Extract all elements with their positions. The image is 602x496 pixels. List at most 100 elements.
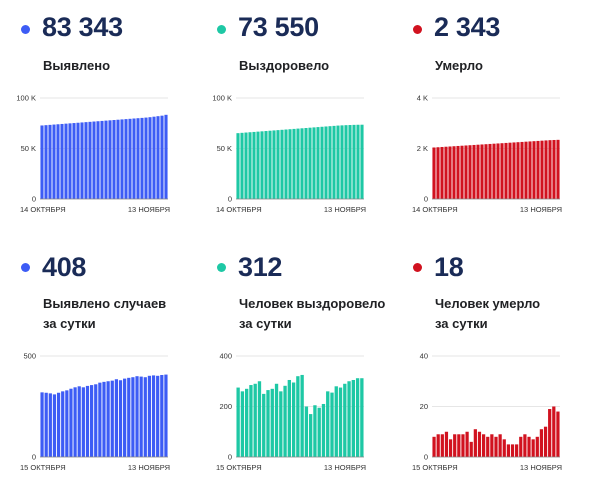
bar xyxy=(260,131,264,199)
bar xyxy=(240,391,245,457)
bar xyxy=(104,120,108,199)
bar xyxy=(304,406,309,457)
bar xyxy=(140,117,144,199)
y-tick-label: 4 K xyxy=(417,94,428,103)
bar xyxy=(486,436,490,457)
bar xyxy=(152,116,156,199)
bar xyxy=(516,142,520,199)
bar xyxy=(468,145,472,199)
bar xyxy=(114,379,118,457)
bar xyxy=(276,130,280,199)
daily-recovered-chart: 0 200 400 15 ОКТЯБРЯ 13 НОЯБРЯ xyxy=(216,352,366,473)
cases-chart: 0 50 K 100 K 14 ОКТЯБРЯ 13 НОЯБРЯ xyxy=(16,94,170,215)
bar xyxy=(539,429,544,457)
daily-cases-label-line2: за сутки xyxy=(43,316,96,331)
bar xyxy=(279,391,283,457)
bar xyxy=(257,381,262,457)
bar xyxy=(527,436,531,457)
bar xyxy=(240,132,244,199)
bar xyxy=(519,436,523,457)
bar xyxy=(52,394,57,457)
bar xyxy=(308,127,312,199)
bar xyxy=(94,384,98,457)
bar xyxy=(344,125,348,199)
bar xyxy=(552,139,556,199)
bar xyxy=(236,133,240,199)
x-tick-label-end: 13 НОЯБРЯ xyxy=(324,205,366,214)
bar xyxy=(457,434,461,457)
bar xyxy=(461,434,465,457)
bar xyxy=(256,131,260,199)
panel-daily-deaths: 18 Человек умерло за сутки 0 20 40 15 ОКТЯБ… xyxy=(392,252,588,492)
bar xyxy=(472,144,476,199)
bar xyxy=(264,131,268,199)
bar xyxy=(144,117,148,199)
panel-daily-recovered: 312 Человек выздоровело за сутки 0 200 400… xyxy=(196,252,392,492)
bar xyxy=(460,145,464,199)
bar xyxy=(84,122,88,199)
bar xyxy=(456,145,460,199)
bar xyxy=(48,393,52,457)
bar xyxy=(477,431,482,457)
bar xyxy=(73,387,77,457)
cases-dot xyxy=(21,25,30,34)
bar xyxy=(336,125,340,199)
y-tick-label: 50 K xyxy=(21,144,36,153)
bar xyxy=(453,434,457,457)
daily-recovered-dot xyxy=(217,263,226,272)
bar xyxy=(248,132,252,199)
x-tick-label-end: 13 НОЯБРЯ xyxy=(520,463,562,472)
panel-deaths: 2 343 Умерло 0 2 K 4 K 14 ОКТЯБРЯ 13 НОЯБРЯ xyxy=(392,0,588,240)
bar xyxy=(356,124,360,199)
bar xyxy=(548,140,552,199)
bar xyxy=(552,406,556,457)
recovered-label: Выздоровело xyxy=(239,58,330,73)
bar xyxy=(512,142,516,199)
bar xyxy=(60,123,64,199)
bar xyxy=(348,125,352,199)
bar xyxy=(524,141,528,199)
bar xyxy=(317,407,321,457)
daily-deaths-label-line2: за сутки xyxy=(435,316,488,331)
x-tick-label-end: 13 НОЯБРЯ xyxy=(324,463,366,472)
bar xyxy=(351,379,355,457)
bar xyxy=(506,444,510,458)
bar xyxy=(266,390,270,457)
bar xyxy=(436,147,440,199)
bar xyxy=(432,147,436,199)
bar xyxy=(77,386,81,457)
x-tick-label-start: 15 ОКТЯБРЯ xyxy=(20,463,66,472)
bar xyxy=(465,431,469,457)
bar xyxy=(312,127,316,199)
bar xyxy=(444,431,449,457)
bar xyxy=(76,122,80,199)
panel-cases: 83 343 Выявлено 0 50 K 100 K 14 ОКТЯБРЯ 13 Н… xyxy=(0,0,196,240)
bar xyxy=(112,120,116,199)
bar xyxy=(80,122,84,199)
bar xyxy=(536,140,540,199)
bar xyxy=(448,146,452,199)
bar xyxy=(492,143,496,199)
bar xyxy=(496,143,500,199)
bar xyxy=(245,388,249,457)
bar xyxy=(326,391,330,457)
bar xyxy=(61,391,65,457)
daily-cases-total: 408 xyxy=(42,252,87,282)
bar xyxy=(90,385,94,457)
daily-deaths-total: 18 xyxy=(434,252,464,282)
bar xyxy=(440,434,444,457)
y-tick-label: 0 xyxy=(424,453,428,462)
deaths-total: 2 343 xyxy=(434,12,501,42)
y-tick-label: 0 xyxy=(424,195,428,204)
cases-total: 83 343 xyxy=(42,12,123,42)
bar xyxy=(324,126,328,199)
bar xyxy=(85,385,90,457)
y-tick-label: 100 K xyxy=(212,94,232,103)
bar xyxy=(118,380,123,457)
daily-cases-chart: 0 500 15 ОКТЯБРЯ 13 НОЯБРЯ xyxy=(20,352,170,473)
bar xyxy=(436,434,440,457)
bar xyxy=(520,141,524,199)
deaths-label: Умерло xyxy=(435,58,483,73)
bar xyxy=(65,390,69,457)
bar xyxy=(147,375,152,457)
